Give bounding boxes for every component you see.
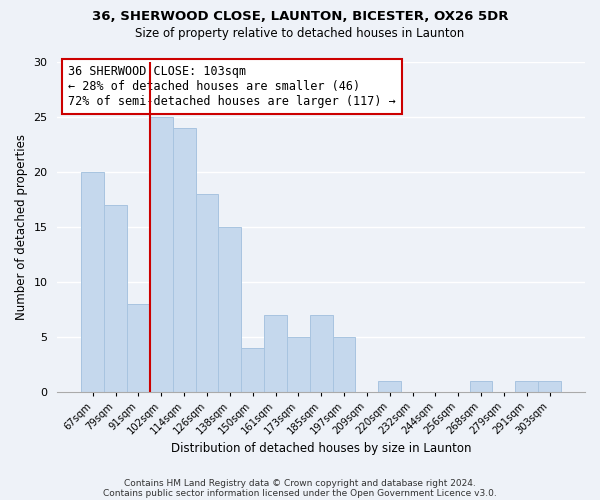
Y-axis label: Number of detached properties: Number of detached properties bbox=[15, 134, 28, 320]
Text: 36 SHERWOOD CLOSE: 103sqm
← 28% of detached houses are smaller (46)
72% of semi-: 36 SHERWOOD CLOSE: 103sqm ← 28% of detac… bbox=[68, 65, 396, 108]
Bar bbox=[173, 128, 196, 392]
Bar bbox=[515, 381, 538, 392]
Bar bbox=[196, 194, 218, 392]
Bar bbox=[241, 348, 264, 392]
Bar bbox=[150, 116, 173, 392]
Text: Size of property relative to detached houses in Launton: Size of property relative to detached ho… bbox=[136, 28, 464, 40]
Bar bbox=[287, 336, 310, 392]
Bar bbox=[538, 381, 561, 392]
Bar bbox=[218, 226, 241, 392]
Bar bbox=[104, 204, 127, 392]
Bar bbox=[310, 314, 332, 392]
Bar bbox=[379, 381, 401, 392]
Text: Contains HM Land Registry data © Crown copyright and database right 2024.: Contains HM Land Registry data © Crown c… bbox=[124, 478, 476, 488]
Bar bbox=[82, 172, 104, 392]
Bar bbox=[470, 381, 493, 392]
Bar bbox=[127, 304, 150, 392]
Text: Contains public sector information licensed under the Open Government Licence v3: Contains public sector information licen… bbox=[103, 488, 497, 498]
X-axis label: Distribution of detached houses by size in Launton: Distribution of detached houses by size … bbox=[171, 442, 472, 455]
Text: 36, SHERWOOD CLOSE, LAUNTON, BICESTER, OX26 5DR: 36, SHERWOOD CLOSE, LAUNTON, BICESTER, O… bbox=[92, 10, 508, 23]
Bar bbox=[264, 314, 287, 392]
Bar bbox=[332, 336, 355, 392]
